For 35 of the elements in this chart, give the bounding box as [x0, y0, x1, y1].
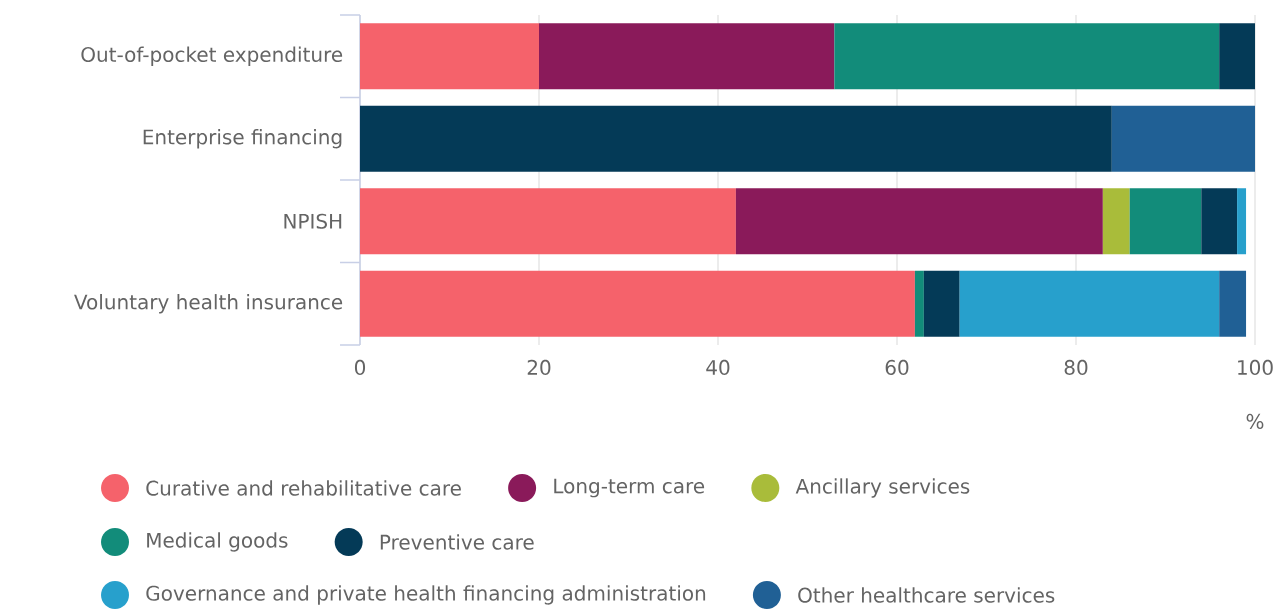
legend-label: Medical goods	[147, 532, 288, 552]
bar	[539, 23, 835, 90]
legend-label: Preventive care	[380, 534, 534, 550]
x-tick-label: 100	[1238, 359, 1273, 375]
bar	[923, 270, 960, 337]
bar	[1219, 270, 1247, 337]
x-tick-label: 40	[706, 359, 730, 375]
legend-label: Ancillary services	[795, 478, 970, 498]
bar	[1129, 188, 1202, 255]
bar	[1237, 188, 1247, 255]
bar	[1102, 188, 1130, 255]
x-tick-label: 20	[527, 359, 551, 375]
bar	[834, 23, 1220, 90]
y-tick-label: Enterprise financing	[143, 129, 342, 149]
bar	[959, 270, 1220, 337]
bar	[360, 105, 1112, 172]
bar	[360, 270, 915, 337]
x-tick-label: 60	[885, 359, 909, 375]
bar	[1219, 23, 1255, 90]
bar	[735, 188, 1103, 255]
legend-label: Governance and private health financing administration	[146, 585, 706, 605]
x-tick-label: 80	[1064, 359, 1088, 375]
bar	[1201, 188, 1238, 255]
y-tick-label: Out-of-pocket expenditure	[81, 46, 343, 66]
y-tick-label: NPISH	[284, 213, 342, 229]
bar	[360, 188, 736, 255]
bar	[360, 23, 539, 90]
legend-label: Other healthcare services	[798, 587, 1055, 603]
bar	[1111, 105, 1255, 172]
x-tick-label: 0	[354, 359, 366, 375]
legend-label: Long-term care	[554, 478, 705, 498]
bar	[914, 270, 924, 337]
legend-label: Curative and rehabilitative care	[146, 480, 461, 496]
y-tick-label: Voluntary health insurance	[74, 294, 343, 314]
x-axis-title: %	[1246, 413, 1264, 429]
